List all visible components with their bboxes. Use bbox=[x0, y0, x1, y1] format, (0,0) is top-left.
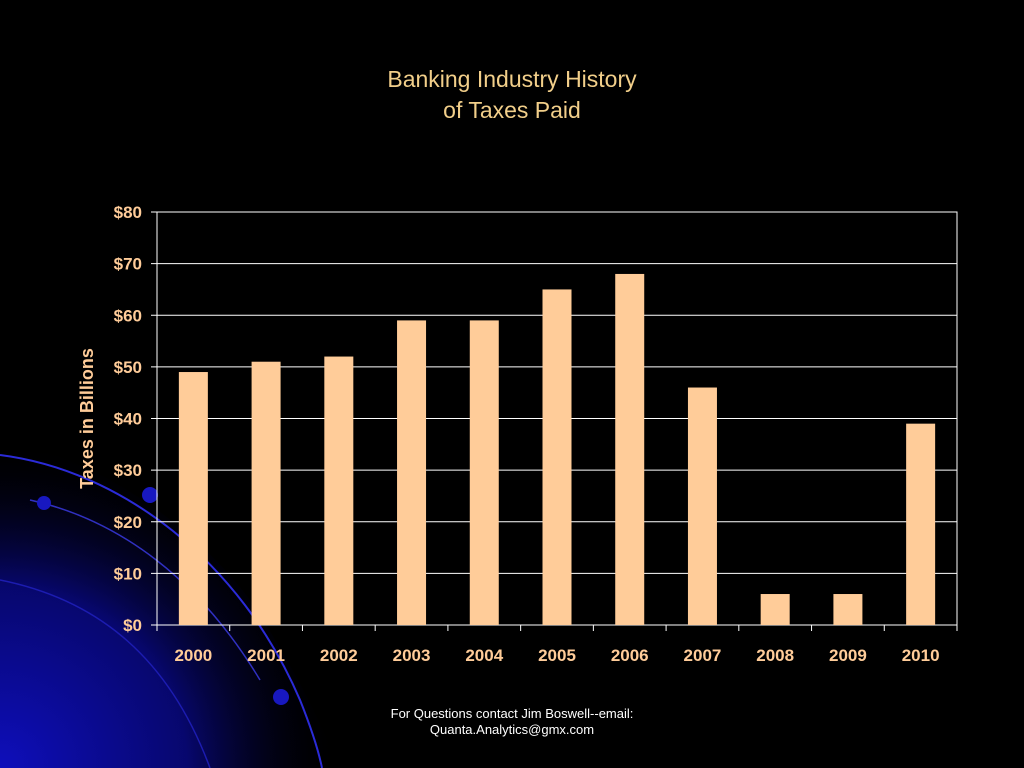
x-tick-label: 2010 bbox=[902, 646, 940, 665]
bar-2001 bbox=[251, 361, 281, 625]
x-tick-label: 2007 bbox=[684, 646, 722, 665]
swoosh-curve-1 bbox=[0, 454, 323, 768]
y-tick-label: $30 bbox=[114, 461, 142, 480]
x-tick-label: 2001 bbox=[247, 646, 285, 665]
y-tick-label: $40 bbox=[114, 410, 142, 429]
x-tick-label: 2008 bbox=[756, 646, 794, 665]
x-tick-label: 2003 bbox=[393, 646, 431, 665]
x-tick-label: 2002 bbox=[320, 646, 358, 665]
bar-2009 bbox=[833, 594, 863, 625]
blue-swoosh-shape bbox=[0, 440, 340, 768]
decor-dot-3 bbox=[273, 689, 289, 705]
chart-title: Banking Industry History of Taxes Paid bbox=[0, 64, 1024, 126]
x-tick-label: 2004 bbox=[465, 646, 503, 665]
y-tick-label: $60 bbox=[114, 306, 142, 325]
chart-title-line-2: of Taxes Paid bbox=[443, 97, 581, 123]
x-tick-label: 2000 bbox=[174, 646, 212, 665]
x-tick-label: 2009 bbox=[829, 646, 867, 665]
footer-line-2: Quanta.Analytics@gmx.com bbox=[429, 722, 595, 737]
y-tick-label: $70 bbox=[114, 255, 142, 274]
swoosh-curve-2 bbox=[29, 499, 261, 681]
y-tick-label: $20 bbox=[114, 513, 142, 532]
y-tick-label: $50 bbox=[114, 358, 142, 377]
bar-2002 bbox=[324, 356, 354, 625]
bar-2008 bbox=[760, 594, 790, 625]
bar-2010 bbox=[906, 423, 936, 625]
chart-title-line-1: Banking Industry History bbox=[387, 66, 637, 92]
bar-2004 bbox=[469, 320, 499, 625]
footer-contact: For Questions contact Jim Boswell--email… bbox=[0, 706, 1024, 738]
bar-2006 bbox=[615, 273, 645, 625]
bar-2005 bbox=[542, 289, 572, 625]
swoosh-curve-3 bbox=[0, 579, 211, 768]
x-tick-label: 2005 bbox=[538, 646, 576, 665]
bar-2007 bbox=[687, 387, 717, 625]
y-tick-label: $80 bbox=[114, 203, 142, 222]
x-tick-label: 2006 bbox=[611, 646, 649, 665]
decor-dot-1 bbox=[37, 496, 51, 510]
bar-2000 bbox=[178, 372, 208, 625]
decor-dot-2 bbox=[142, 487, 158, 503]
bar-2003 bbox=[397, 320, 427, 625]
y-axis-title: Taxes in Billions bbox=[77, 348, 97, 489]
y-tick-label: $0 bbox=[123, 616, 142, 635]
y-tick-label: $10 bbox=[114, 564, 142, 583]
footer-line-1: For Questions contact Jim Boswell--email… bbox=[390, 706, 634, 721]
